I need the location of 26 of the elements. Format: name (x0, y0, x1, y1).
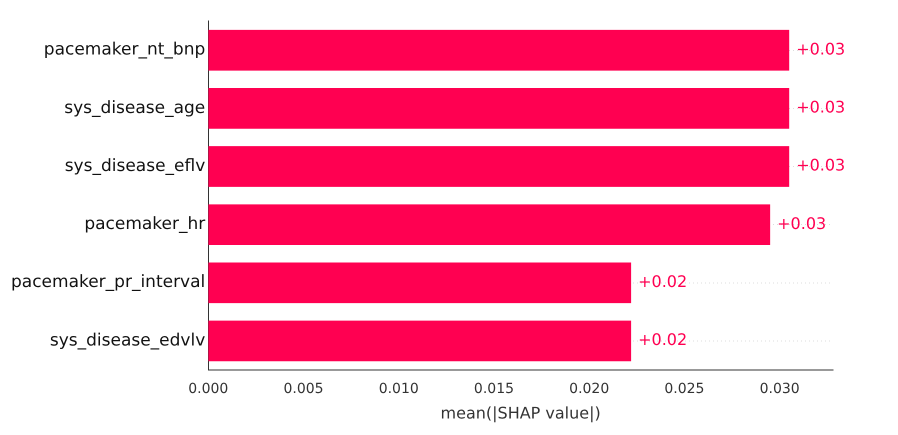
x-tick-label: 0.005 (283, 381, 324, 398)
x-tick-label: 0.030 (760, 381, 800, 398)
x-tick-label: 0.000 (188, 381, 228, 398)
x-tick-label: 0.025 (664, 381, 704, 398)
x-tick-label: 0.020 (569, 381, 610, 398)
bar (208, 88, 790, 129)
y-tick-label: sys_disease_eflv (64, 156, 206, 176)
data-label: +0.02 (638, 330, 688, 350)
y-tick-label: sys_disease_age (64, 98, 206, 118)
y-tick-label: pacemaker_nt_bnp (44, 40, 206, 60)
bar (208, 204, 770, 246)
bar (208, 146, 790, 187)
bar (208, 30, 790, 71)
data-label: +0.03 (777, 214, 826, 233)
y-tick-label: sys_disease_edvlv (50, 330, 206, 350)
data-label: +0.02 (638, 272, 688, 291)
x-axis-title: mean(|SHAP value|) (440, 404, 601, 423)
y-tick-label: pacemaker_hr (84, 214, 206, 234)
x-tick-label: 0.015 (474, 381, 514, 398)
x-tick-label: 0.010 (378, 381, 419, 398)
y-tick-label: pacemaker_pr_interval (10, 272, 206, 292)
bar (208, 320, 632, 362)
data-label: +0.03 (796, 156, 846, 175)
data-label: +0.03 (796, 98, 846, 117)
data-label: +0.03 (796, 39, 846, 58)
bar (208, 262, 632, 304)
